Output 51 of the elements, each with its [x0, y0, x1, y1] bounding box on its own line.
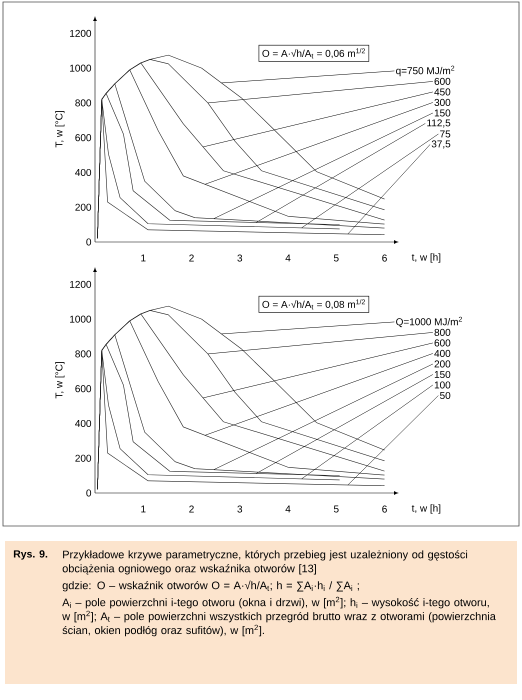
annotation: q=750 MJ/m$^{2}$: [396, 66, 454, 76]
x-tick-label: 3: [237, 254, 242, 262]
annotation: O = A·√h/A$_{t}$ = 0,06 m$^{1/2}$: [262, 48, 365, 58]
annotation: 75: [440, 130, 450, 138]
y-tick-label: 0: [86, 489, 92, 497]
x-tick-label: 2: [189, 506, 194, 512]
x-tick-label: 5: [334, 254, 339, 262]
y-tick-label: 400: [75, 420, 92, 427]
annotation: 50: [440, 392, 450, 400]
annotation: 150: [434, 109, 450, 116]
x-tick-label: 4: [285, 506, 290, 512]
y-tick-label: 600: [75, 134, 92, 142]
y-tick-label: 200: [75, 454, 92, 462]
annotation: 150: [434, 370, 450, 378]
x-tick-label: 1: [141, 254, 146, 262]
x-tick-label: 1: [141, 506, 146, 512]
y-tick-label: 600: [75, 385, 92, 392]
annotation: 600: [434, 78, 450, 85]
annotation: 300: [434, 98, 450, 106]
x-axis-title: t, w [h]: [412, 253, 440, 263]
x-tick-label: 2: [189, 254, 194, 262]
x-tick-label: 6: [382, 254, 387, 262]
x-axis-title: t, w [h]: [412, 504, 440, 514]
x-tick-label: 5: [334, 506, 339, 512]
text: gdzie: O – wskaźnik otworów O = A·√h/A$_{t}$; h = ∑A$_{i}$·h$_{i}$ / ∑A$_{i}$ ;: [62, 580, 359, 592]
y-tick-label: 400: [75, 168, 92, 176]
annotation: O = A·√h/A$_{t}$ = 0,08 m$^{1/2}$: [262, 299, 365, 310]
annotation: 400: [434, 350, 450, 357]
x-tick-label: 3: [237, 506, 242, 513]
x-tick-label: 6: [382, 506, 387, 513]
annotation: 100: [434, 381, 450, 388]
y-axis-title: T, w [°C]: [55, 111, 64, 148]
annotation: 600: [434, 339, 450, 346]
annotation: 450: [434, 88, 450, 96]
x-tick-label: 4: [285, 254, 290, 262]
annotation: 800: [434, 328, 450, 336]
y-tick-label: 1200: [70, 30, 92, 37]
y-tick-label: 800: [75, 350, 92, 358]
y-tick-label: 800: [75, 99, 92, 106]
y-tick-label: 1000: [70, 64, 92, 72]
annotation: 112,5: [427, 119, 450, 128]
annotation: 37,5: [432, 140, 450, 149]
annotation: 200: [434, 360, 450, 368]
y-tick-label: 1200: [70, 280, 92, 288]
y-tick-label: 0: [86, 238, 92, 246]
text: A$_{i}$ – pole powierzchni i-tego otworu (okna i drzwi), w [m$^{2}$]; h$_{i}$ – wysokość i-tego otworu, w [m$^{2}$]; A$_{t}$ – pole powierzchni wszystkich przegród brutto wraz z otworami (powierzchnia ścian, okien podłóg oraz sufitów), w [m$^{2}$].: [62, 596, 496, 636]
annotation: Q=1000 MJ/m$^{2}$: [396, 316, 462, 328]
y-tick-label: 1000: [70, 316, 92, 323]
y-axis-title: T, w [°C]: [55, 362, 64, 398]
text: Rys. 9.: [14, 550, 48, 560]
y-tick-label: 200: [75, 204, 92, 211]
